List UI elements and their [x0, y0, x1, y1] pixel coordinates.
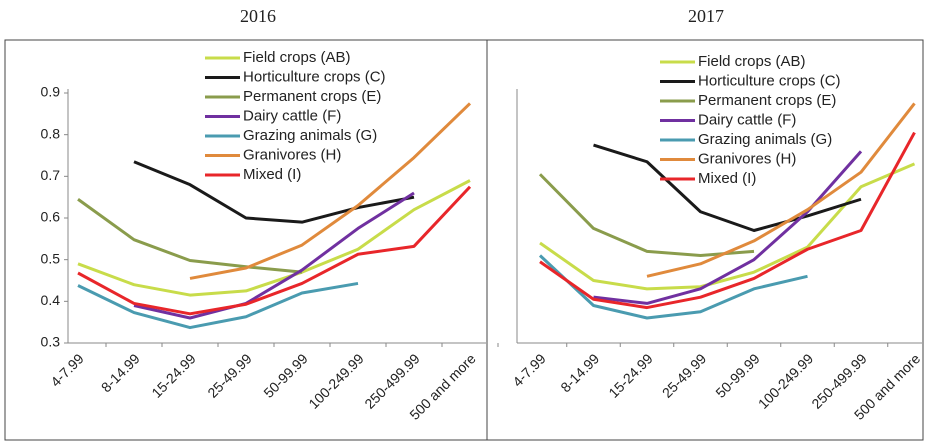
- legend-label: Field crops (AB): [698, 53, 806, 70]
- x-tick-label: 8-14.99: [98, 350, 143, 395]
- series-line: [133, 160, 415, 224]
- panel-frame: [486, 39, 924, 441]
- legend-label: Grazing animals (G): [243, 127, 377, 144]
- x-tick-label: 250-499.99: [361, 350, 423, 412]
- legend-label: Permanent crops (E): [698, 92, 836, 109]
- series-line: [538, 173, 755, 257]
- legend-label: Granivores (H): [698, 150, 796, 167]
- y-tick-label: 0.5: [41, 250, 61, 266]
- series-line: [77, 185, 472, 316]
- series-line: [538, 254, 808, 320]
- legend-label: Field crops (AB): [243, 49, 351, 66]
- y-tick-label: 0.9: [41, 84, 61, 100]
- chart-title: 2017: [688, 6, 724, 26]
- series-line: [133, 191, 415, 320]
- x-tick-label: 15-24.99: [605, 350, 656, 401]
- legend-label: Dairy cattle (F): [698, 111, 796, 128]
- legend-label: Mixed (I): [698, 170, 756, 187]
- x-tick-label: 50-99.99: [712, 350, 763, 401]
- legend-label: Granivores (H): [243, 146, 341, 163]
- chart-title: 2016: [240, 6, 276, 26]
- legend-label: Dairy cattle (F): [243, 107, 341, 124]
- legend-label: Horticulture crops (C): [698, 72, 841, 89]
- legend-label: Mixed (I): [243, 166, 301, 183]
- y-tick-label: 0.6: [41, 209, 61, 225]
- series-line: [77, 198, 303, 274]
- legend-label: Grazing animals (G): [698, 131, 832, 148]
- x-tick-label: 100-249.99: [305, 350, 367, 412]
- x-tick-label: 8-14.99: [557, 350, 602, 395]
- series-line: [593, 143, 862, 232]
- series-line: [77, 281, 359, 330]
- legend-label: Horticulture crops (C): [243, 68, 386, 85]
- series-line: [539, 162, 916, 291]
- series-line: [77, 179, 471, 297]
- x-tick-label: 25-49.99: [204, 350, 255, 401]
- x-tick-label: 4-7.99: [509, 350, 549, 390]
- x-tick-label: 50-99.99: [260, 350, 311, 401]
- legend-label: Permanent crops (E): [243, 88, 381, 105]
- x-tick-label: 100-249.99: [755, 350, 817, 412]
- series-line: [646, 102, 916, 278]
- y-tick-label: 0.3: [41, 334, 61, 350]
- y-tick-label: 0.4: [41, 292, 61, 308]
- x-tick-label: 4-7.99: [47, 350, 87, 390]
- x-tick-label: 15-24.99: [148, 350, 199, 401]
- series-line: [539, 131, 916, 310]
- y-tick-label: 0.7: [41, 167, 61, 183]
- x-tick-label: 25-49.99: [659, 350, 710, 401]
- series-line: [189, 102, 472, 280]
- y-tick-label: 0.8: [41, 125, 61, 141]
